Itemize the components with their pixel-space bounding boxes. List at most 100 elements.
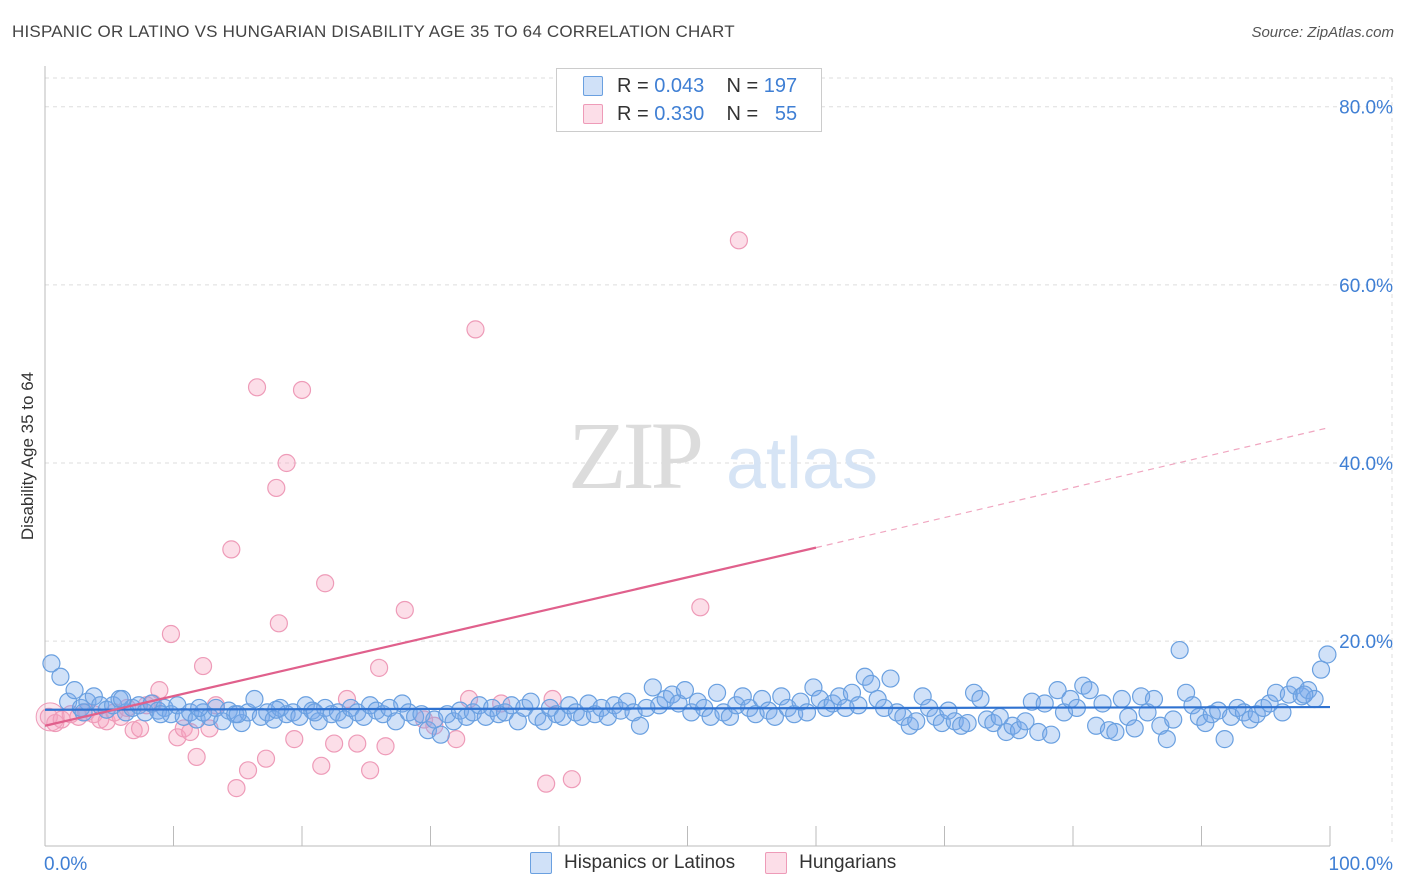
hungarian-point [285,730,304,749]
hungarian-point [447,730,466,749]
hispanic-point [913,687,932,706]
chart-title: HISPANIC OR LATINO VS HUNGARIAN DISABILI… [12,22,735,41]
hispanic-point [245,689,264,709]
legend-n-value: 197 [763,74,798,97]
hispanic-point [112,689,132,709]
hungarian-point [729,231,749,250]
legend-swatch-pink [583,104,603,124]
hungarian-point [292,380,312,400]
hungarian-point [316,574,335,593]
hispanic-point [84,687,103,706]
y-axis-label: Disability Age 35 to 64 [18,371,37,541]
hispanic-point [791,692,810,711]
hungarian-point [187,747,206,767]
legend-r-label: R = [617,102,649,125]
hispanic-point [51,667,70,686]
hispanic-point [386,712,405,731]
hispanic-point [1183,696,1202,715]
hungarian-point [277,453,296,473]
hispanic-point [1009,721,1029,740]
hispanic-point [42,654,61,673]
hispanic-point [431,725,450,744]
hungarian-point [466,320,485,339]
hungarian-point [312,756,331,775]
y-tick-label: 60.0% [1339,276,1393,297]
hispanic-point [65,681,84,700]
hispanic-point [232,713,251,733]
source-label: Source: ZipAtlas.com [1251,24,1394,41]
hispanic-point [181,703,200,722]
legend-item-hispanics: Hispanics or Latinos [530,852,735,874]
hungarian-point [325,734,344,753]
hispanic-point [907,712,926,731]
hispanic-point [618,692,637,711]
hispanic-point [1215,730,1234,749]
legend-item-hungarians: Hungarians [765,852,896,874]
legend-n-label: N = [726,102,759,125]
hispanic-point [489,705,508,724]
hispanics-points [42,640,1337,749]
hungarian-point [193,656,213,676]
legend-row-hispanics: R = 0.043 N = 197 [583,72,797,100]
hungarian-point [370,658,389,677]
hispanic-point [1093,694,1112,713]
hispanic-point [1048,681,1067,700]
hispanics-trend-line [44,705,1331,711]
hispanic-point [1144,689,1164,709]
hispanic-point [855,667,874,686]
hispanic-point [862,674,881,693]
hispanic-point [1164,710,1183,729]
hispanic-point [1125,719,1144,738]
hungarians-points [35,231,749,798]
hungarian-point [227,779,246,798]
hispanic-point [1099,721,1119,740]
hungarian-point [337,689,357,709]
y-tick-label: 20.0% [1339,632,1393,653]
x-tick-label-max: 100.0% [1329,854,1394,875]
hispanic-point [675,681,695,700]
hispanic-point [151,705,170,724]
hungarian-point [256,749,276,768]
legend-swatch-blue [530,852,552,874]
hispanic-point [1196,713,1215,733]
axes [44,66,1331,847]
legend-label-hispanics: Hispanics or Latinos [564,852,736,873]
hispanic-point [305,703,324,722]
hispanic-point [939,701,958,720]
hispanic-point [772,687,791,706]
series-legend: Hispanics or Latinos Hungarians [530,852,926,874]
legend-row-hungarians: R = 0.330 N = 55 [583,100,797,128]
hispanic-point [630,716,650,735]
hispanic-point [881,669,900,688]
hispanic-point [1042,725,1061,744]
hungarian-point [222,540,241,559]
hungarian-point [35,702,65,732]
y-tick-label: 80.0% [1339,98,1393,119]
hispanic-point [804,678,823,697]
legend-swatch-pink [765,852,788,874]
hispanic-point [1080,681,1099,700]
hispanic-point [1295,685,1314,704]
hispanic-point [1106,722,1125,742]
hispanic-point [1311,660,1331,679]
watermark-zip: ZIP [568,402,701,509]
legend-r-value: 0.043 [654,74,705,97]
hungarian-point [691,598,710,617]
hungarian-point [348,734,367,753]
legend-n-label: N = [726,74,759,97]
hungarian-point [247,378,267,397]
correlation-legend: R = 0.043 N = 197 R = 0.330 N = 55 [556,68,822,132]
hispanic-point [1016,712,1035,731]
hispanic-point [707,683,727,702]
trend-lines [44,426,1331,727]
hungarian-point [238,761,258,780]
hispanic-point [1170,640,1189,660]
y-tick-label: 40.0% [1339,454,1393,475]
hispanic-point [1157,730,1176,749]
legend-r-value: 0.330 [654,102,705,125]
hungarian-point [161,624,181,644]
hispanic-point [190,698,209,718]
hispanic-point [971,689,990,709]
hispanic-point [521,692,540,711]
hispanic-point [643,678,662,697]
